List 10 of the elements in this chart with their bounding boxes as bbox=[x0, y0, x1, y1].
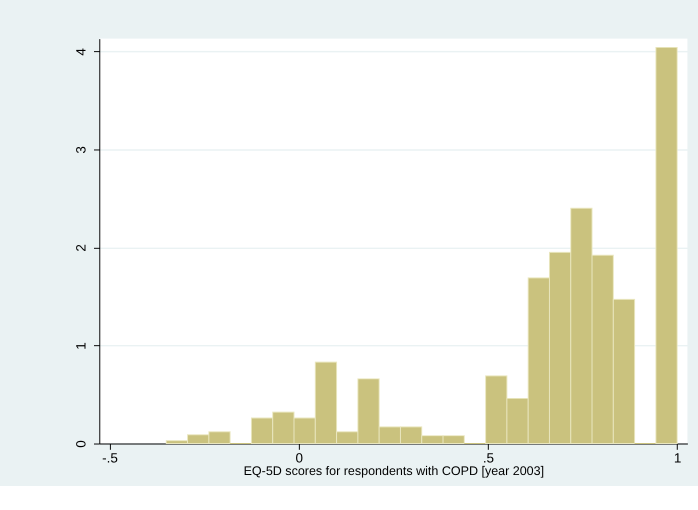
y-tick-label: 3 bbox=[73, 146, 88, 154]
y-tick-label: 0 bbox=[73, 440, 88, 448]
x-tick-label: 0 bbox=[295, 450, 303, 466]
y-tick-label: 1 bbox=[73, 342, 88, 350]
y-tick-label: 2 bbox=[73, 244, 88, 252]
x-tick-label: -.5 bbox=[102, 450, 118, 466]
x-axis-title: EQ-5D scores for respondents with COPD [year 2003] bbox=[244, 464, 544, 478]
x-tick-label: .5 bbox=[482, 450, 494, 466]
y-tick-label: 4 bbox=[73, 48, 88, 56]
x-tick-label: 1 bbox=[674, 450, 682, 466]
